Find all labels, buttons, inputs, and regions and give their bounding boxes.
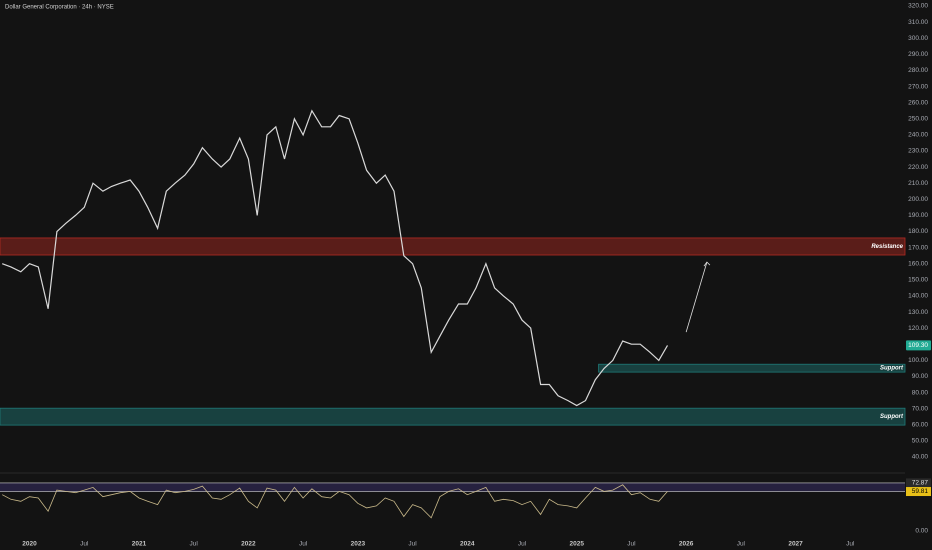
x-tick-label: Jul <box>518 541 527 548</box>
last-price-box <box>906 340 931 351</box>
y-tick-label: 170.00 <box>908 244 928 251</box>
y-tick-label: 90.00 <box>912 373 929 380</box>
y-tick-label: 160.00 <box>908 260 928 267</box>
last-price-label: 109.30 <box>908 342 928 349</box>
zone <box>598 363 906 373</box>
x-tick-label: Jul <box>846 541 855 548</box>
x-tick-label: Jul <box>190 541 199 548</box>
y-tick-label: 280.00 <box>908 67 928 74</box>
x-tick-label: 2022 <box>241 541 256 548</box>
x-tick-label: 2025 <box>569 541 584 548</box>
zone <box>0 237 906 256</box>
y-tick-label: 250.00 <box>908 115 928 122</box>
x-tick-label: Jul <box>627 541 636 548</box>
y-tick-label: 230.00 <box>908 148 928 155</box>
y-tick-label: 220.00 <box>908 164 928 171</box>
y-tick-label: 300.00 <box>908 35 928 42</box>
y-tick-label: 180.00 <box>908 228 928 235</box>
y-tick-label: 310.00 <box>908 19 928 26</box>
x-tick-label: Jul <box>408 541 417 548</box>
chart-title: Dollar General Corporation · 24h · NYSE <box>5 5 114 11</box>
y-tick-label: 140.00 <box>908 293 928 300</box>
zone-label: Support <box>880 414 904 420</box>
y-tick-label: 40.00 <box>912 454 929 461</box>
rsi-level-box <box>906 478 931 488</box>
y-tick-label: 70.00 <box>912 405 929 412</box>
y-tick-label: 150.00 <box>908 277 928 284</box>
rsi-line <box>2 484 668 519</box>
rsi-band <box>0 482 905 492</box>
rsi-level-label: 72.87 <box>912 480 929 487</box>
rsi-level-box <box>906 487 931 497</box>
y-tick-label: 130.00 <box>908 309 928 316</box>
y-tick-label: 60.00 <box>912 422 929 429</box>
x-tick-label: 2026 <box>679 541 694 548</box>
zone <box>0 407 906 426</box>
y-tick-label: 120.00 <box>908 325 928 332</box>
y-tick-label: 240.00 <box>908 132 928 139</box>
y-tick-label: 80.00 <box>912 389 929 396</box>
x-tick-label: Jul <box>299 541 308 548</box>
x-tick-label: Jul <box>737 541 746 548</box>
y-tick-label: 200.00 <box>908 196 928 203</box>
zone-label: Support <box>880 366 904 372</box>
y-tick-label: 290.00 <box>908 51 928 58</box>
x-tick-label: Jul <box>80 541 89 548</box>
price-line <box>1 109 669 407</box>
x-tick-label: 2020 <box>22 541 37 548</box>
y-tick-label: 100.00 <box>908 357 928 364</box>
x-tick-label: 2027 <box>788 541 803 548</box>
zone-label: Resistance <box>871 244 903 250</box>
arrow-head <box>703 261 711 267</box>
y-tick-label: 270.00 <box>908 83 928 90</box>
x-tick-label: 2023 <box>351 541 366 548</box>
y-tick-label: 210.00 <box>908 180 928 187</box>
rsi-level-label: 59.81 <box>912 488 929 495</box>
x-tick-label: 2024 <box>460 541 475 548</box>
y-tick-label: 50.00 <box>912 438 929 445</box>
x-tick-label: 2021 <box>132 541 147 548</box>
y-tick-label: 320.00 <box>908 3 928 10</box>
y-tick-label: 260.00 <box>908 99 928 106</box>
y-tick-label: 190.00 <box>908 212 928 219</box>
projection-arrow <box>685 261 708 333</box>
rsi-tick-label: 0.00 <box>915 528 928 535</box>
